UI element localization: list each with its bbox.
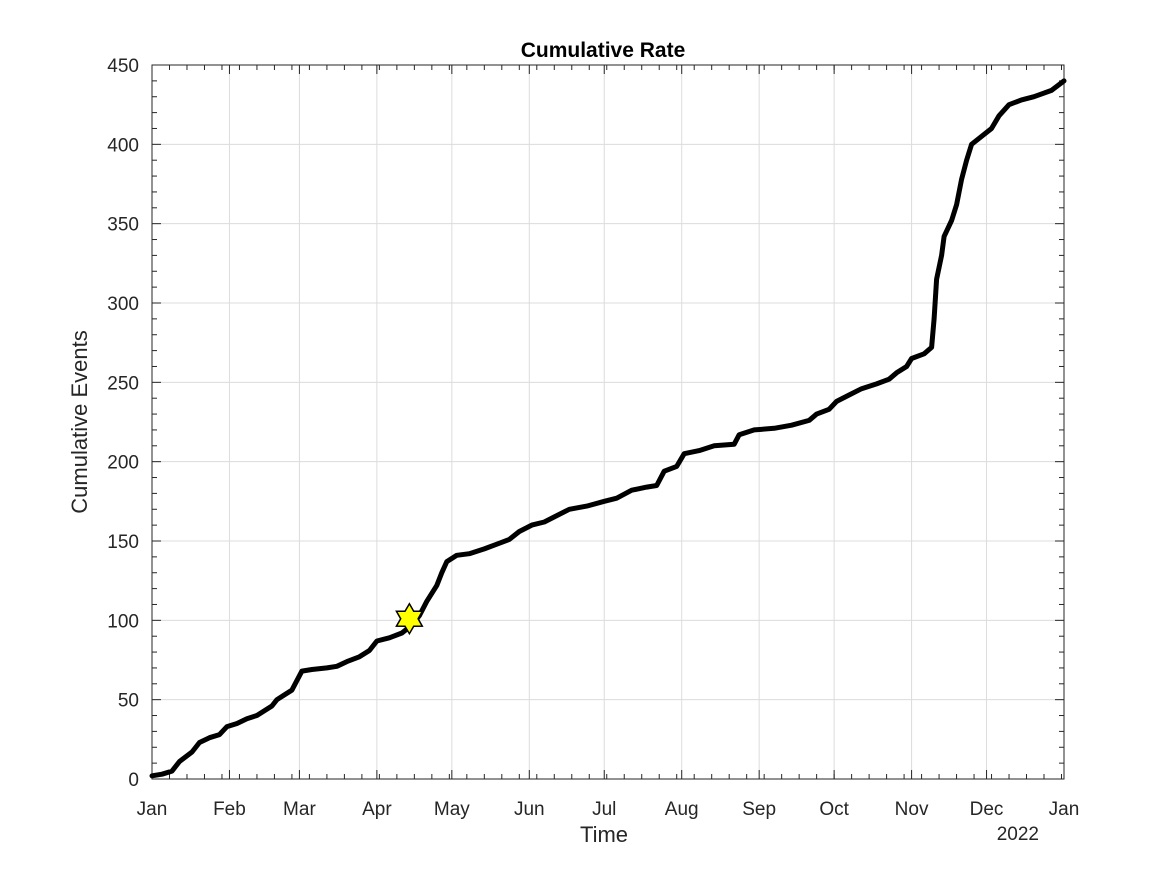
y-tick-label: 150 [107,532,139,553]
y-tick-labels: 0 50 100 150 200 250 300 350 400 450 [107,56,139,791]
x-tick-label: Jun [514,799,545,820]
y-tick-label: 250 [107,373,139,394]
y-axis-label: Cumulative Events [67,330,92,513]
x-tick-label: Jul [592,799,616,820]
y-tick-label: 200 [107,453,139,474]
x-tick-label: May [434,799,470,820]
y-tick-label: 50 [118,691,139,712]
plot-area [152,65,1064,779]
series-line [149,78,1067,779]
x-tick-label: Sep [742,799,776,820]
axes-box [151,64,1065,780]
series-layer [149,78,1067,779]
x-tick-labels: Jan Feb Mar Apr May Jun Jul Aug Sep Oct Nov Dec Jan [137,799,1080,820]
chart-title: Cumulative Rate [521,39,686,62]
x-tick-label: Aug [665,799,699,820]
x-tick-label: Jan [1049,799,1080,820]
x-tick-label: Nov [895,799,929,820]
y-tick-label: 450 [107,56,139,77]
y-tick-label: 300 [107,294,139,315]
y-tick-label: 0 [128,770,139,791]
x-secondary-label: 2022 [997,824,1039,845]
annotation-layer [395,602,424,636]
x-tick-label: Apr [362,799,392,820]
x-tick-label: Jan [137,799,168,820]
x-tick-label: Mar [283,799,316,820]
event-star-marker [395,602,424,636]
x-tick-label: Dec [970,799,1004,820]
y-tick-label: 350 [107,215,139,236]
minor-ticks [152,65,1064,779]
x-tick-label: Feb [213,799,246,820]
y-tick-label: 400 [107,135,139,156]
y-tick-label: 100 [107,611,139,632]
x-axis-label: Time [580,822,628,847]
x-tick-label: Oct [819,799,849,820]
